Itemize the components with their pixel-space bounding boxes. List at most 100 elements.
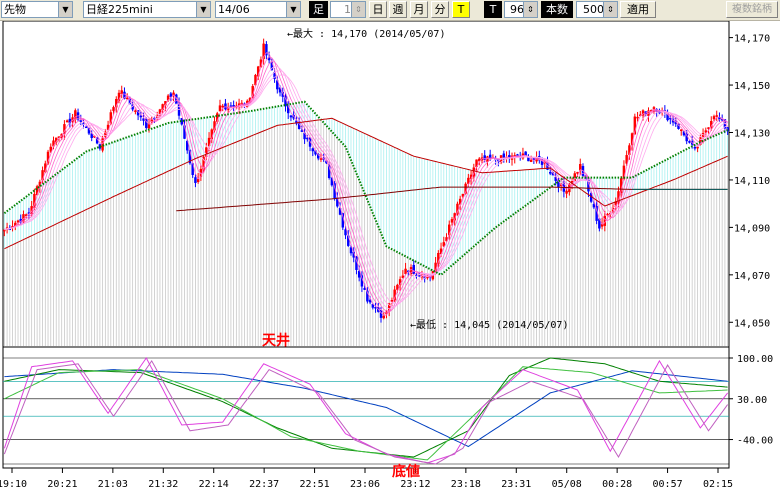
candle-body — [682, 131, 686, 136]
time-tick-label: 22:37 — [249, 479, 279, 490]
candle-body — [295, 120, 298, 124]
candle-body — [483, 155, 486, 160]
chart-area: 14,170 14,150 14,130 14,110 14,090 14,070 14,0… — [0, 21, 773, 490]
candle-body — [622, 165, 626, 180]
candle-body — [172, 92, 175, 97]
time-tick-label: 02:15 — [703, 479, 733, 490]
candle-body — [90, 133, 93, 139]
candle-body — [437, 252, 440, 265]
candle-body — [472, 167, 476, 177]
candle-body — [696, 146, 699, 149]
contract-select[interactable]: 14/06 ▼ — [215, 1, 301, 18]
candle-body — [256, 66, 260, 77]
month-button[interactable]: 月 — [410, 1, 428, 18]
honsu-value: 500 — [583, 3, 604, 16]
bottom-label: 底値 — [392, 463, 420, 480]
candle-body — [524, 151, 527, 156]
candle-body — [715, 115, 718, 117]
candle-body — [401, 275, 405, 279]
candle-body — [710, 121, 713, 128]
candle-body — [409, 267, 413, 275]
dropdown-arrow-icon[interactable]: ▼ — [196, 2, 210, 17]
instrument-select[interactable]: 先物 ▼ — [1, 1, 73, 18]
spin-arrows-icon[interactable]: ⇕ — [523, 2, 537, 17]
candle-body — [486, 156, 489, 162]
multi-symbol-button[interactable]: 複数銘柄 — [726, 1, 778, 18]
spin-arrows-icon[interactable]: ⇕ — [603, 2, 617, 17]
candle-body — [128, 98, 132, 105]
time-tick-label: 00:28 — [602, 479, 632, 490]
time-tick-label: 21:32 — [148, 479, 178, 490]
candle-body — [617, 191, 620, 204]
short-ma-line — [4, 56, 728, 314]
candle-body — [674, 121, 678, 125]
candle-body — [284, 95, 287, 107]
candle-body — [164, 101, 167, 106]
candle-body — [136, 110, 140, 116]
honsu-stepper[interactable]: 500 ⇕ — [576, 1, 618, 18]
tick-button[interactable]: T — [452, 1, 470, 18]
candle-body — [549, 171, 552, 174]
week-button[interactable]: 週 — [389, 1, 407, 18]
candle-body — [82, 123, 85, 125]
candle-body — [16, 220, 20, 223]
price-tick-label: 14,150 — [734, 81, 770, 92]
period-stepper[interactable]: 1 ⇕ — [330, 1, 366, 18]
candle-body — [65, 120, 69, 123]
candle-body — [150, 119, 153, 123]
candle-body — [347, 235, 350, 246]
time-tick-label: 22:51 — [300, 479, 330, 490]
candle-body — [317, 153, 320, 159]
time-axis: 19:10 20:21 21:03 21:32 22:14 22:37 22:51 23:06… — [0, 468, 733, 490]
candle-body — [267, 56, 271, 61]
osc-tick-label: -40.00 — [737, 436, 773, 447]
short-ma-line — [4, 61, 728, 312]
candle-body — [671, 119, 675, 123]
candle-body — [505, 156, 508, 159]
t-stepper[interactable]: 96 ⇕ — [504, 1, 538, 18]
candle-body — [286, 105, 290, 114]
candle-body — [311, 148, 315, 152]
candle-body — [202, 156, 205, 172]
candle-body — [685, 133, 688, 142]
candle-body — [11, 226, 14, 228]
candle-body — [398, 279, 402, 286]
candle-body — [576, 171, 579, 174]
minute-button[interactable]: 分 — [431, 1, 449, 18]
candle-body — [106, 124, 110, 130]
candle-body — [120, 90, 123, 95]
candle-body — [423, 276, 426, 279]
price-overlay-lines — [3, 52, 729, 316]
candle-body — [633, 116, 637, 135]
day-button[interactable]: 日 — [369, 1, 387, 18]
candle-body — [194, 177, 197, 183]
osc-tick-label: 30.00 — [737, 395, 767, 406]
dropdown-arrow-icon[interactable]: ▼ — [58, 2, 72, 17]
candle-body — [336, 197, 339, 207]
candle-body — [147, 124, 151, 129]
dropdown-arrow-icon[interactable]: ▼ — [286, 2, 300, 17]
candle-body — [270, 61, 274, 71]
candle-body — [453, 213, 456, 221]
candle-body — [57, 136, 61, 138]
candle-body — [448, 224, 451, 236]
candle-body — [109, 112, 113, 124]
candle-body — [273, 71, 276, 79]
symbol-select[interactable]: 日経225mini ▼ — [83, 1, 211, 18]
candle-body — [442, 242, 446, 247]
candle-body — [478, 158, 481, 162]
candle-body — [158, 109, 162, 115]
spin-arrows-icon[interactable]: ⇕ — [351, 2, 365, 17]
candle-body — [278, 87, 282, 93]
candle-body — [464, 183, 467, 194]
max-annotation: ←最大 : 14,170 (2014/05/07) — [287, 27, 445, 40]
candle-body — [565, 190, 568, 194]
candle-body — [636, 116, 639, 119]
candle-body — [666, 113, 669, 121]
candle-body — [366, 290, 369, 302]
apply-button[interactable]: 適用 — [620, 1, 656, 18]
candle-body — [216, 113, 219, 122]
candle-body — [183, 125, 186, 139]
price-grid — [2, 21, 730, 469]
instrument-value: 先物 — [4, 3, 26, 16]
